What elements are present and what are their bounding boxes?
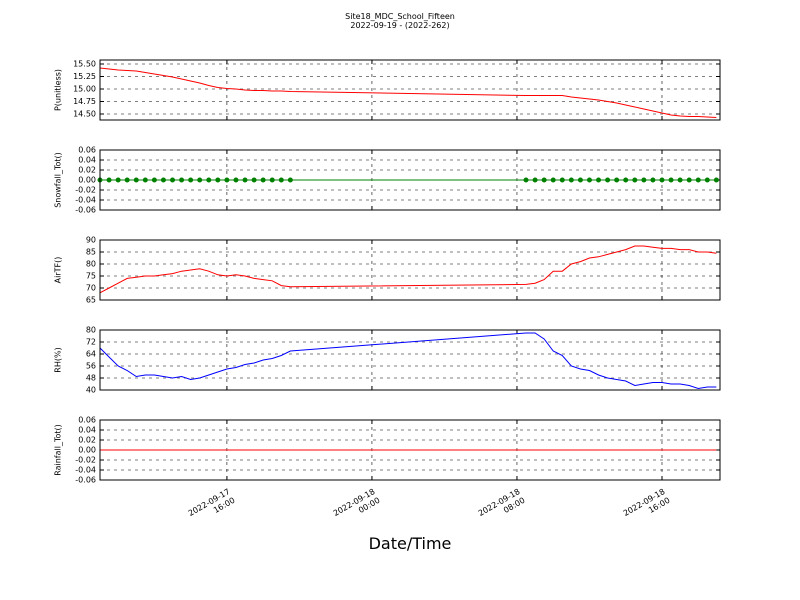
- y-tick-label: -0.02: [75, 186, 96, 195]
- y-tick-label: 0.00: [78, 176, 96, 185]
- data-point: [269, 177, 275, 183]
- data-point: [206, 177, 212, 183]
- data-point: [278, 177, 284, 183]
- data-point: [260, 177, 266, 183]
- y-tick-label: 0.06: [78, 146, 96, 155]
- title: Site18_MDC_School_Fifteen: [345, 12, 455, 21]
- y-tick-label: 90: [86, 236, 96, 245]
- data-point: [151, 177, 157, 183]
- data-point: [650, 177, 656, 183]
- y-tick-label: 75: [86, 272, 96, 281]
- y-tick-label: -0.06: [75, 206, 96, 215]
- y-axis-label: AirTF(): [54, 257, 63, 284]
- y-tick-label: 0.00: [78, 446, 96, 455]
- data-point: [188, 177, 194, 183]
- data-point: [242, 177, 248, 183]
- y-tick-label: 56: [86, 362, 96, 371]
- y-tick-label: 80: [86, 260, 96, 269]
- y-tick-label: 48: [86, 374, 96, 383]
- data-point: [224, 177, 230, 183]
- data-point: [115, 177, 121, 183]
- y-tick-label: 0.04: [78, 156, 96, 165]
- y-tick-label: 64: [86, 350, 96, 359]
- data-point: [106, 177, 112, 183]
- y-tick-label: 15.25: [73, 72, 96, 81]
- data-point: [179, 177, 185, 183]
- y-tick-label: 14.50: [73, 110, 96, 119]
- y-tick-label: -0.06: [75, 476, 96, 485]
- data-point: [605, 177, 611, 183]
- data-point: [550, 177, 556, 183]
- data-point: [197, 177, 203, 183]
- data-point: [686, 177, 692, 183]
- data-point: [523, 177, 529, 183]
- data-point: [623, 177, 629, 183]
- plot-frame: [99, 239, 721, 301]
- data-point: [577, 177, 583, 183]
- data-point: [586, 177, 592, 183]
- plot-frame: [99, 419, 721, 481]
- data-point: [596, 177, 602, 183]
- data-point: [287, 177, 293, 183]
- subtitle: 2022-09-19 - (2022-262): [350, 21, 450, 30]
- y-tick-label: 14.75: [73, 97, 96, 106]
- x-axis-label: Date/Time: [368, 534, 452, 553]
- data-point: [160, 177, 166, 183]
- data-point: [713, 177, 719, 183]
- y-tick-label: -0.04: [75, 196, 96, 205]
- plot-frame: [99, 329, 721, 391]
- data-line: [99, 67, 717, 118]
- y-tick-label: 85: [86, 248, 96, 257]
- data-point: [532, 177, 538, 183]
- y-tick-label: 0.04: [78, 426, 96, 435]
- data-point: [568, 177, 574, 183]
- data-point: [614, 177, 620, 183]
- y-tick-label: 15.50: [73, 60, 96, 69]
- data-point: [559, 177, 565, 183]
- data-point: [632, 177, 638, 183]
- data-point: [677, 177, 683, 183]
- y-tick-label: 40: [86, 386, 96, 395]
- data-point: [668, 177, 674, 183]
- y-tick-label: 0.02: [78, 436, 96, 445]
- y-tick-label: -0.04: [75, 466, 96, 475]
- data-point: [142, 177, 148, 183]
- y-tick-label: 15.00: [73, 85, 96, 94]
- data-point: [170, 177, 176, 183]
- y-tick-label: 72: [86, 338, 96, 347]
- data-point: [695, 177, 701, 183]
- y-tick-label: -0.02: [75, 456, 96, 465]
- data-point: [124, 177, 130, 183]
- y-axis-label: P(unitless): [54, 69, 63, 111]
- data-line: [99, 245, 717, 294]
- plot-frame: [99, 59, 721, 121]
- data-point: [233, 177, 239, 183]
- data-line: [99, 332, 717, 390]
- y-tick-label: 0.02: [78, 166, 96, 175]
- data-point: [133, 177, 139, 183]
- data-point: [251, 177, 257, 183]
- y-tick-label: 0.06: [78, 416, 96, 425]
- y-tick-label: 80: [86, 326, 96, 335]
- data-point: [641, 177, 647, 183]
- y-tick-label: 70: [86, 284, 96, 293]
- plot-frame: [99, 149, 721, 211]
- y-axis-label: RH(%): [54, 347, 63, 372]
- data-point: [215, 177, 221, 183]
- data-point: [704, 177, 710, 183]
- y-axis-label: Rainfall_Tot(): [54, 424, 63, 476]
- y-axis-label: Snowfall_Tot(): [54, 152, 63, 208]
- data-point: [541, 177, 547, 183]
- data-point: [659, 177, 665, 183]
- y-tick-label: 65: [86, 296, 96, 305]
